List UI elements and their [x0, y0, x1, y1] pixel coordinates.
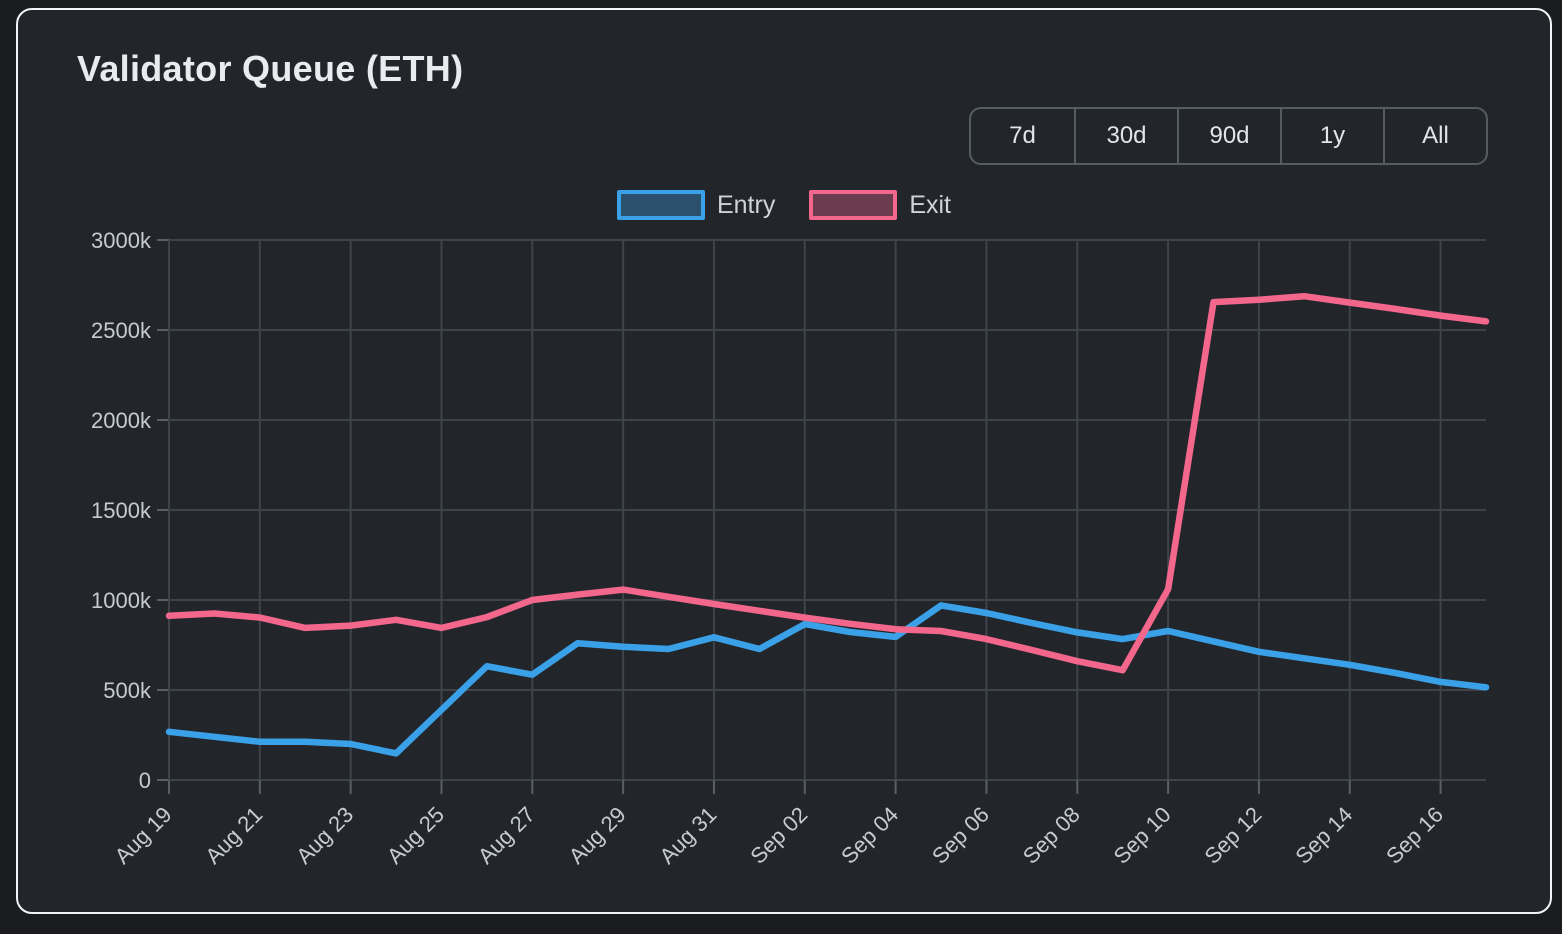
x-axis-label: Aug 19: [110, 802, 177, 869]
legend-label-exit: Exit: [909, 190, 952, 219]
y-axis-label: 0: [139, 768, 151, 793]
x-axis-label: Aug 25: [382, 802, 449, 869]
legend-item-exit[interactable]: Exit: [809, 190, 951, 220]
y-axis-label: 3000k: [91, 228, 152, 253]
y-axis-label: 2500k: [91, 318, 152, 343]
y-axis-label: 500k: [103, 678, 152, 703]
x-axis-label: Aug 31: [655, 802, 722, 869]
chart-legend: Entry Exit: [18, 190, 1550, 220]
x-axis-label: Aug 21: [200, 802, 267, 869]
x-axis-label: Sep 10: [1109, 802, 1176, 869]
time-range-selector: 7d 30d 90d 1y All: [969, 107, 1488, 165]
x-axis-label: Aug 29: [564, 802, 631, 869]
validator-queue-card: Validator Queue (ETH) 7d 30d 90d 1y All …: [16, 8, 1552, 914]
x-axis-label: Aug 23: [291, 802, 358, 869]
range-button-1y[interactable]: 1y: [1280, 109, 1383, 163]
legend-swatch: [809, 190, 898, 220]
y-axis-label: 2000k: [91, 408, 152, 433]
legend-swatch: [616, 190, 705, 220]
x-axis-label: Sep 04: [836, 802, 903, 869]
x-axis-label: Sep 06: [927, 802, 994, 869]
legend-label-entry: Entry: [716, 190, 776, 219]
range-button-7d[interactable]: 7d: [971, 109, 1074, 163]
x-axis-label: Sep 12: [1199, 802, 1266, 869]
exit-line: [165, 292, 1490, 674]
x-axis-label: Sep 08: [1018, 802, 1085, 869]
y-axis-label: 1000k: [91, 588, 152, 613]
validator-queue-chart[interactable]: 0 500k 1000k 1500k 2000k 2500k 3000k Aug 19 Aug …: [18, 10, 1550, 912]
page-title: Validator Queue (ETH): [77, 48, 464, 89]
x-axis-label: Aug 27: [473, 802, 540, 869]
y-axis-label: 1500k: [91, 498, 152, 523]
range-button-all[interactable]: All: [1383, 109, 1486, 163]
entry-line: [165, 602, 1490, 757]
range-button-30d[interactable]: 30d: [1074, 109, 1177, 163]
x-axis-label: Sep 16: [1381, 802, 1448, 869]
x-axis-label: Sep 02: [745, 802, 812, 869]
legend-item-entry[interactable]: Entry: [616, 190, 776, 220]
range-button-90d[interactable]: 90d: [1177, 109, 1280, 163]
x-axis-label: Sep 14: [1290, 802, 1357, 869]
